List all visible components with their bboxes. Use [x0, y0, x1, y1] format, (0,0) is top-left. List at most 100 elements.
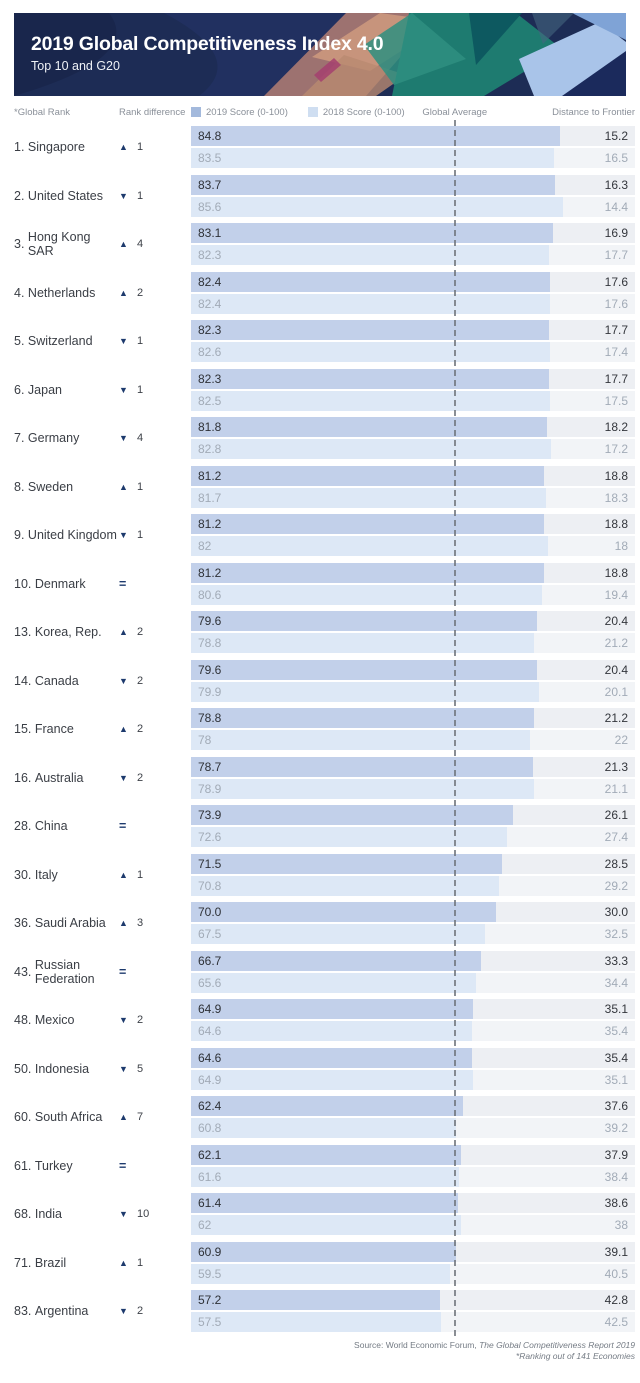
score-bar-2019 — [191, 562, 545, 583]
country-row: 4. Netherlands ▲ 2 82.4 17.6 82.4 17.6 — [14, 271, 635, 314]
score-bar-2018 — [191, 293, 550, 314]
country-label: 30. Italy — [14, 854, 119, 896]
rank-change: ▼ 2 — [119, 757, 191, 799]
score-bar-2019 — [191, 853, 503, 874]
country-name: Saudi Arabia — [34, 916, 106, 930]
rank-change: = — [119, 951, 191, 993]
distance-value-2018: 18 — [614, 539, 628, 553]
rank-change-icon: ▼ — [119, 772, 128, 783]
country-rank: 9. — [14, 528, 25, 542]
country-row: 16. Australia ▼ 2 78.7 21.3 78.9 21.1 — [14, 756, 635, 799]
country-label: 4. Netherlands — [14, 272, 119, 314]
country-rank: 5. — [14, 334, 25, 348]
country-label: 2. United States — [14, 175, 119, 217]
score-value-2019: 66.7 — [198, 953, 222, 968]
distance-value-2018: 17.2 — [604, 442, 628, 456]
score-value-2019: 82.3 — [198, 371, 222, 386]
score-track-2018: 61.6 38.4 — [191, 1166, 635, 1187]
rank-change-value: 1 — [137, 335, 144, 347]
rank-change-icon: ▼ — [119, 1306, 128, 1316]
score-bars: 84.8 15.2 83.5 16.5 — [191, 126, 635, 168]
score-bar-2019 — [191, 659, 538, 680]
distance-value-2019: 17.7 — [604, 323, 628, 337]
score-value-2019: 78.7 — [198, 759, 222, 774]
score-bar-2018 — [191, 875, 500, 896]
score-value-2018: 67.5 — [198, 927, 222, 941]
country-name: Indonesia — [34, 1061, 90, 1076]
country-name: India — [34, 1207, 62, 1221]
rank-change: ▼ 1 — [119, 175, 191, 217]
score-bars: 81.2 18.8 82 18 — [191, 514, 635, 556]
country-name: Australia — [34, 770, 84, 785]
rank-change-value: 2 — [137, 771, 144, 784]
score-track-2018: 67.5 32.5 — [191, 924, 635, 944]
rank-change-value: 4 — [137, 238, 144, 250]
score-track-2019: 79.6 20.4 — [191, 659, 635, 680]
score-track-2018: 72.6 27.4 — [191, 827, 635, 847]
score-track-2018: 70.8 29.2 — [191, 875, 635, 896]
country-label: 36. Saudi Arabia — [14, 902, 119, 944]
country-label: 5. Switzerland — [14, 320, 119, 362]
score-value-2018: 82 — [198, 539, 212, 553]
rank-change-value: 10 — [137, 1208, 150, 1220]
score-bar-2019 — [191, 1047, 473, 1068]
score-bar-2019 — [191, 174, 556, 195]
country-rank: 8. — [14, 479, 25, 494]
score-bar-2018 — [191, 487, 547, 508]
distance-value-2019: 18.8 — [604, 565, 628, 580]
rank-change-icon: = — [119, 819, 127, 833]
rank-change: ▲ 3 — [119, 902, 191, 944]
rank-change-icon: ▼ — [119, 675, 128, 686]
score-bars: 82.3 17.7 82.6 17.4 — [191, 320, 635, 362]
score-value-2018: 81.7 — [198, 490, 222, 505]
country-rank: 83. — [14, 1304, 32, 1318]
score-bar-2019 — [191, 611, 538, 631]
score-bars: 60.9 39.1 59.5 40.5 — [191, 1241, 635, 1284]
country-row: 10. Denmark = 81.2 18.8 80.6 19.4 — [14, 562, 635, 605]
distance-value-2018: 17.6 — [604, 296, 628, 311]
country-rank: 43. — [14, 964, 32, 979]
score-value-2018: 82.8 — [198, 442, 222, 456]
country-rank: 28. — [14, 819, 32, 833]
score-bar-2018 — [191, 439, 552, 459]
rank-change-value: 1 — [137, 529, 144, 541]
rank-change: ▲ 4 — [119, 223, 191, 265]
country-row: 1. Singapore ▲ 1 84.8 15.2 83.5 16.5 — [14, 126, 635, 168]
rank-change-value: 1 — [137, 1256, 144, 1269]
source-title: The Global Competitiveness Report 2019 — [479, 1340, 635, 1350]
score-value-2018: 64.9 — [198, 1072, 222, 1087]
country-label: 61. Turkey — [14, 1145, 119, 1187]
country-name: Singapore — [27, 140, 85, 154]
score-bar-2018 — [191, 1312, 442, 1332]
distance-value-2019: 33.3 — [604, 953, 628, 968]
country-rank: 48. — [14, 1013, 32, 1027]
country-rank: 16. — [14, 770, 32, 785]
score-bars: 82.3 17.7 82.5 17.5 — [191, 368, 635, 411]
rank-change-icon: ▼ — [119, 1015, 128, 1025]
global-average-line — [454, 120, 456, 1336]
score-bar-2018 — [191, 536, 548, 556]
country-label: 9. United Kingdom — [14, 514, 119, 556]
rank-change-value: 1 — [137, 868, 144, 881]
country-rank: 6. — [14, 382, 25, 397]
score-track-2019: 81.2 18.8 — [191, 514, 635, 534]
country-name: Switzerland — [27, 334, 93, 348]
rank-change-icon: ▲ — [119, 239, 128, 249]
distance-value-2018: 14.4 — [604, 199, 628, 214]
rank-change: ▲ 2 — [119, 708, 191, 750]
score-value-2019: 82.4 — [198, 274, 222, 289]
score-bar-2018 — [191, 778, 535, 799]
rank-change-icon: ▲ — [119, 142, 128, 152]
column-header-row: *Global Rank Rank difference 2019 Score … — [14, 105, 635, 119]
rank-change: ▼ 2 — [119, 1290, 191, 1332]
score-bar-2018 — [191, 972, 477, 993]
score-value-2019: 83.7 — [198, 177, 222, 192]
distance-value-2019: 26.1 — [604, 808, 628, 822]
score-track-2018: 81.7 18.3 — [191, 487, 635, 508]
score-track-2019: 81.8 18.2 — [191, 417, 635, 437]
score-track-2019: 64.9 35.1 — [191, 999, 635, 1019]
country-row: 43. Russian Federation = 66.7 33.3 65.6 … — [14, 950, 635, 993]
distance-value-2019: 39.1 — [604, 1244, 628, 1259]
country-label: 71. Brazil — [14, 1242, 119, 1284]
distance-value-2019: 42.8 — [604, 1293, 628, 1307]
